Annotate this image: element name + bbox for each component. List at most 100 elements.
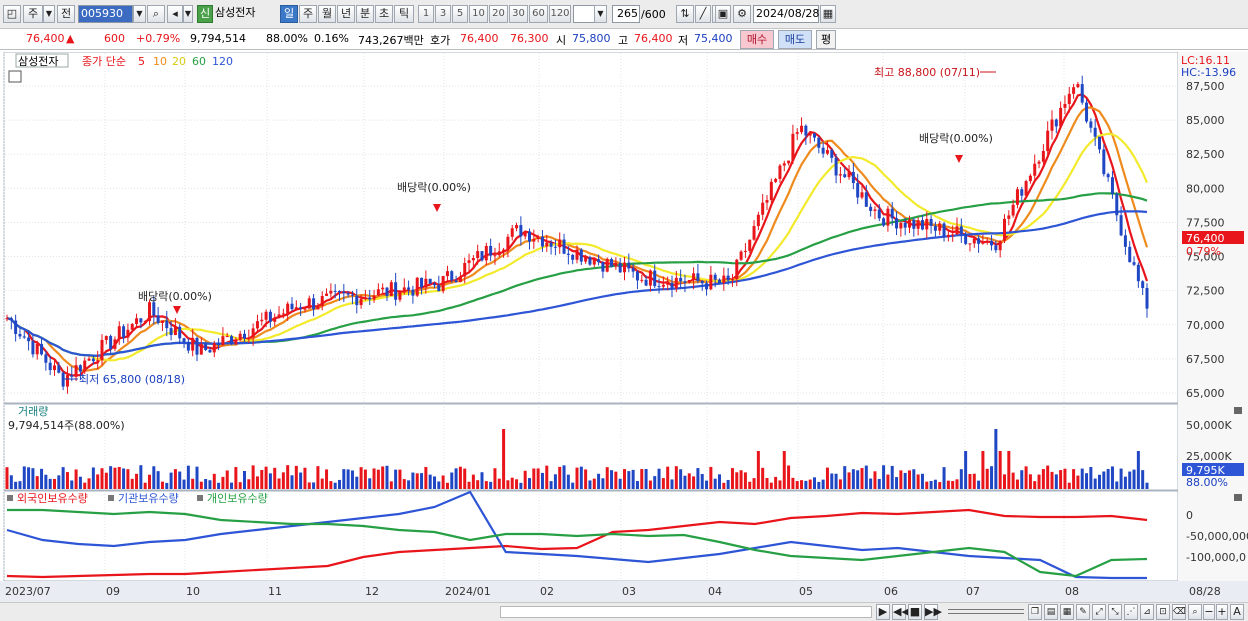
interval-20-button[interactable]: 20 — [489, 5, 508, 23]
fibonacci-icon[interactable]: ⋰ — [1124, 604, 1138, 620]
zoom-icon[interactable]: ⌕ — [1188, 604, 1202, 620]
chevron-down-icon[interactable]: ▼ — [183, 5, 193, 23]
volume-bar — [368, 478, 372, 489]
snapshot-icon[interactable]: ⊡ — [1156, 604, 1170, 620]
table-icon[interactable] — [8, 70, 22, 83]
buy-button[interactable]: 매수 — [740, 30, 774, 49]
search-icon[interactable]: ⌕ — [147, 5, 165, 23]
sound-icon[interactable]: ◂ — [167, 5, 183, 23]
evaluate-button[interactable]: 평 — [816, 30, 836, 49]
candle — [661, 284, 665, 287]
zoom-slider[interactable] — [948, 609, 1024, 614]
zoom-in-icon[interactable]: + — [1216, 604, 1228, 620]
holding-panel-close-icon[interactable] — [1234, 494, 1242, 501]
candle — [1136, 264, 1140, 282]
draw-tool-icon[interactable]: ✎ — [1076, 604, 1090, 620]
volume-bar — [87, 478, 91, 489]
volume-bar — [1050, 471, 1054, 489]
candle — [329, 290, 333, 294]
interval-60-button[interactable]: 60 — [529, 5, 548, 23]
volume-bar — [912, 469, 916, 489]
hc-label: HC:-13.96 — [1181, 66, 1236, 79]
candle — [532, 238, 536, 242]
volume-bar — [774, 476, 778, 489]
period-day-button[interactable]: 일 — [280, 5, 298, 23]
candle — [424, 278, 428, 288]
layout-icon[interactable]: ▤ — [1044, 604, 1058, 620]
rewind-icon[interactable]: ◀◀ — [892, 604, 910, 620]
chevron-down-icon[interactable]: ▼ — [594, 5, 607, 23]
market-select[interactable]: 주 — [23, 5, 43, 23]
legend-marker — [108, 495, 114, 501]
interval-1-button[interactable]: 1 — [418, 5, 434, 23]
candle — [497, 251, 501, 256]
period-year-button[interactable]: 년 — [337, 5, 355, 23]
volume-bar — [83, 482, 87, 489]
volume-bar — [234, 467, 238, 489]
font-size-icon[interactable]: A — [1230, 604, 1244, 620]
scroll-track[interactable] — [500, 606, 872, 618]
forward-icon[interactable]: ▶▶ — [924, 604, 942, 620]
sell-button[interactable]: 매도 — [778, 30, 812, 49]
period-minute-button[interactable]: 분 — [356, 5, 374, 23]
candle — [705, 283, 709, 290]
volume-bar — [428, 474, 432, 489]
price-tick-label: 65,000 — [1186, 387, 1225, 400]
save-icon[interactable]: ▣ — [715, 5, 731, 23]
interval-10-button[interactable]: 10 — [469, 5, 488, 23]
volume-tag-pct: 88.00% — [1186, 476, 1228, 489]
volume-bar — [899, 470, 903, 489]
candle — [74, 365, 78, 377]
period-month-button[interactable]: 월 — [318, 5, 336, 23]
calendar-icon[interactable]: ▦ — [820, 5, 836, 23]
interval-3-button[interactable]: 3 — [435, 5, 451, 23]
window-menu-icon[interactable]: ◰ — [3, 5, 21, 23]
copy-icon[interactable]: ❐ — [1028, 604, 1042, 620]
bar-count-input[interactable]: 265 — [612, 5, 640, 23]
zoom-out-icon[interactable]: − — [1203, 604, 1215, 620]
indicator-icon[interactable]: ⇅ — [676, 5, 694, 23]
interval-120-button[interactable]: 120 — [549, 5, 571, 23]
chart-area[interactable]: 삼성전자 종가 단순 5 10 20 60 120 LC:16.11 HC:-1… — [0, 52, 1248, 602]
candle — [886, 208, 890, 226]
period-week-button[interactable]: 주 — [299, 5, 317, 23]
chevron-down-icon[interactable]: ▼ — [43, 5, 55, 23]
interval-5-button[interactable]: 5 — [452, 5, 468, 23]
volume-value-label: 9,794,514주(88.00%) — [8, 419, 125, 432]
candle — [1033, 163, 1037, 176]
x-axis-label: 12 — [365, 585, 379, 598]
candle — [381, 287, 385, 290]
play-icon[interactable]: ▶ — [876, 604, 890, 620]
volume-bar — [864, 465, 868, 489]
stop-icon[interactable]: ■ — [908, 604, 922, 620]
volume-bar — [968, 474, 972, 489]
volume-bar — [553, 474, 557, 489]
trend-tool-icon[interactable]: ⤢ — [1092, 604, 1106, 620]
volume-bar — [752, 478, 756, 489]
period-second-button[interactable]: 초 — [375, 5, 393, 23]
candle — [575, 249, 579, 260]
volume-bar — [1046, 465, 1050, 489]
prev-button[interactable]: 전 — [57, 5, 75, 23]
dividend-marker-1 — [173, 306, 181, 314]
period-tick-button[interactable]: 틱 — [394, 5, 414, 23]
date-field[interactable]: 2024/08/28 — [753, 5, 819, 23]
volume-bar — [398, 469, 402, 489]
line-tool-icon[interactable]: ╱ — [695, 5, 711, 23]
chevron-down-icon[interactable]: ▼ — [133, 5, 146, 23]
volume-bar — [109, 466, 113, 489]
gear-icon[interactable]: ⚙ — [733, 5, 751, 23]
candle — [756, 214, 760, 227]
candle — [748, 239, 752, 251]
measure-icon[interactable]: ⊿ — [1140, 604, 1154, 620]
candle — [489, 245, 493, 256]
candle — [964, 233, 968, 244]
volume-panel-close-icon[interactable] — [1234, 407, 1242, 414]
interval-30-button[interactable]: 30 — [509, 5, 528, 23]
candle — [683, 281, 687, 283]
trend-tool-2-icon[interactable]: ⤡ — [1108, 604, 1122, 620]
eraser-icon[interactable]: ⌫ — [1172, 604, 1186, 620]
grid-icon[interactable]: ▦ — [1060, 604, 1074, 620]
candle — [441, 276, 445, 292]
stock-code-input[interactable]: 005930 — [78, 5, 133, 23]
